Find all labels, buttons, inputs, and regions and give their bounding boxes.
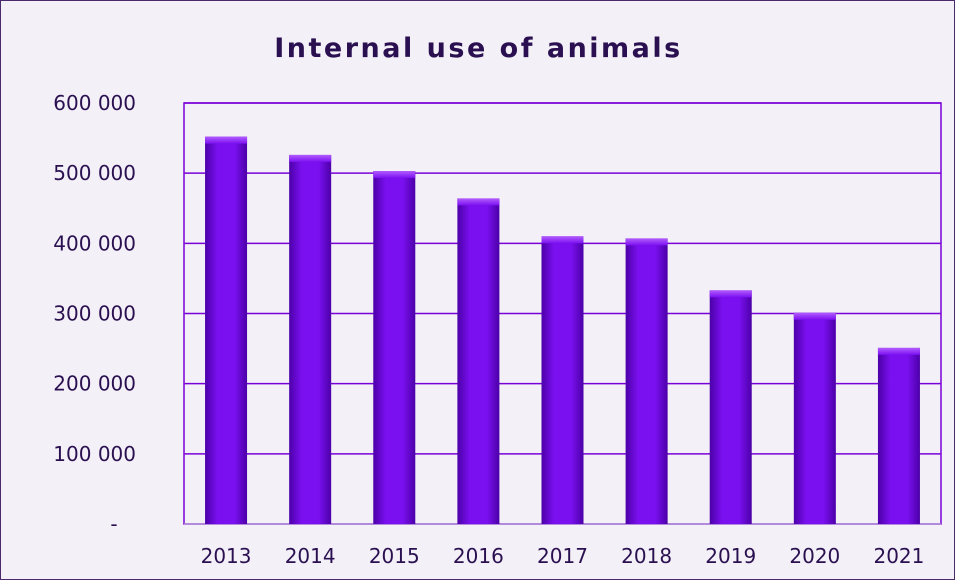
bar-body bbox=[373, 171, 415, 524]
bar-2019 bbox=[710, 290, 752, 524]
bar-2016 bbox=[457, 198, 499, 524]
bar-cap bbox=[205, 137, 247, 144]
bar-cap bbox=[710, 290, 752, 297]
y-tick-label: 200 000 bbox=[53, 372, 136, 396]
bar-2020 bbox=[794, 313, 836, 524]
x-tick-label: 2019 bbox=[705, 544, 756, 568]
bar-cap bbox=[626, 238, 668, 245]
x-tick-label: 2021 bbox=[873, 544, 924, 568]
bar-2014 bbox=[289, 155, 331, 524]
bars bbox=[205, 137, 920, 524]
bar-cap bbox=[373, 171, 415, 178]
bar-2021 bbox=[878, 348, 920, 524]
bar-2013 bbox=[205, 137, 247, 524]
y-tick-label: - bbox=[110, 512, 117, 536]
bar-2015 bbox=[373, 171, 415, 524]
bar-cap bbox=[542, 236, 584, 243]
bar-body bbox=[626, 238, 668, 524]
x-tick-label: 2015 bbox=[369, 544, 420, 568]
y-tick-label: 600 000 bbox=[53, 91, 136, 115]
bar-2018 bbox=[626, 238, 668, 524]
x-tick-label: 2016 bbox=[453, 544, 504, 568]
bar-body bbox=[878, 348, 920, 524]
bar-body bbox=[205, 137, 247, 524]
x-tick-label: 2013 bbox=[201, 544, 252, 568]
bar-body bbox=[542, 236, 584, 524]
bar-body bbox=[289, 155, 331, 524]
bar-cap bbox=[289, 155, 331, 162]
x-tick-label: 2014 bbox=[285, 544, 336, 568]
x-axis-tick-labels: 2013 2014 2015 2016 2017 2018 2019 2020 2021 bbox=[201, 544, 925, 568]
bar-body bbox=[457, 198, 499, 524]
y-tick-label: 300 000 bbox=[53, 302, 136, 326]
bar-2017 bbox=[542, 236, 584, 524]
y-axis-tick-labels: - 100 000 200 000 300 000 400 000 500 000 600 … bbox=[53, 91, 136, 536]
y-tick-label: 100 000 bbox=[53, 442, 136, 466]
x-tick-label: 2018 bbox=[621, 544, 672, 568]
bar-body bbox=[710, 290, 752, 524]
bar-cap bbox=[457, 198, 499, 205]
bar-cap bbox=[794, 313, 836, 320]
y-tick-label: 400 000 bbox=[53, 231, 136, 255]
x-tick-label: 2020 bbox=[789, 544, 840, 568]
bar-body bbox=[794, 313, 836, 524]
bar-cap bbox=[878, 348, 920, 355]
y-tick-label: 500 000 bbox=[53, 161, 136, 185]
x-tick-label: 2017 bbox=[537, 544, 588, 568]
